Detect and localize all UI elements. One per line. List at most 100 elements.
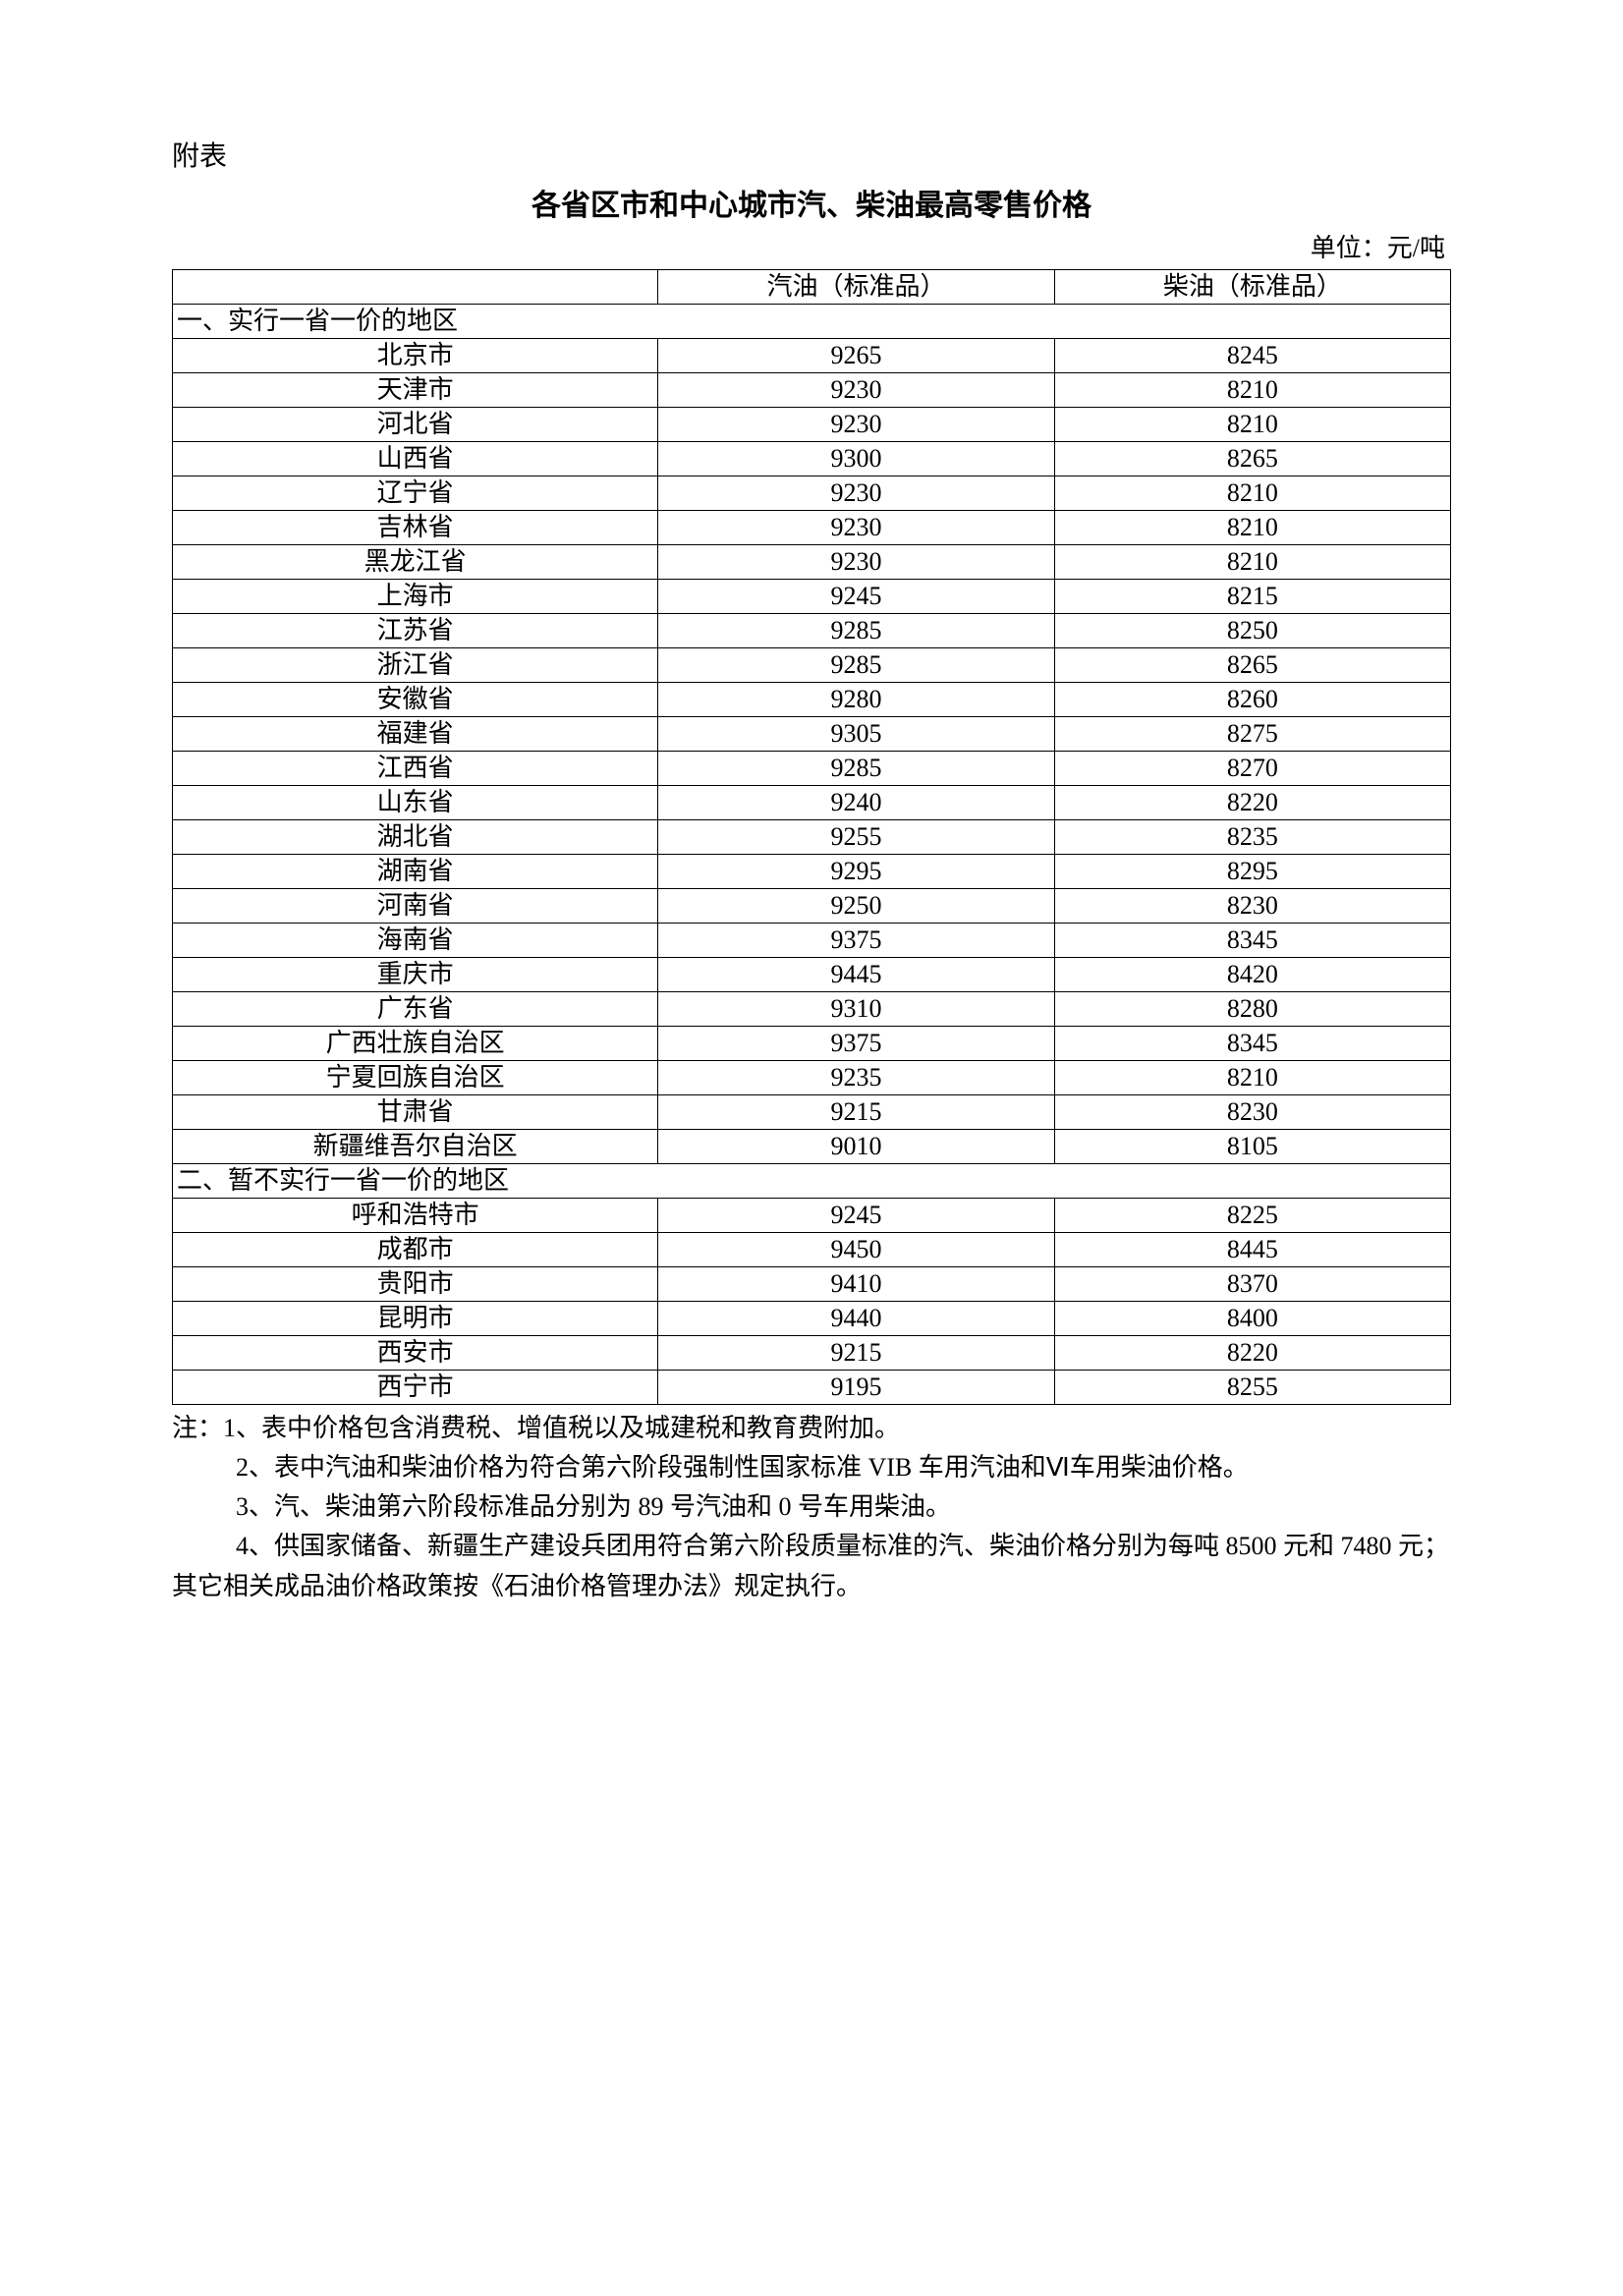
table-row: 海南省93758345	[173, 923, 1451, 957]
table-row: 湖南省92958295	[173, 854, 1451, 888]
table-row: 重庆市94458420	[173, 957, 1451, 991]
cell-diesel: 8260	[1054, 682, 1450, 716]
cell-diesel: 8445	[1054, 1232, 1450, 1266]
col-header-gasoline: 汽油（标准品）	[658, 269, 1054, 304]
cell-region: 贵阳市	[173, 1266, 658, 1301]
cell-region: 成都市	[173, 1232, 658, 1266]
table-row: 上海市92458215	[173, 579, 1451, 613]
cell-region: 福建省	[173, 716, 658, 751]
cell-diesel: 8295	[1054, 854, 1450, 888]
table-row: 山东省92408220	[173, 785, 1451, 819]
cell-diesel: 8275	[1054, 716, 1450, 751]
table-row: 甘肃省92158230	[173, 1094, 1451, 1129]
cell-diesel: 8280	[1054, 991, 1450, 1026]
cell-diesel: 8230	[1054, 888, 1450, 923]
cell-diesel: 8345	[1054, 1026, 1450, 1060]
cell-gasoline: 9255	[658, 819, 1054, 854]
table-row: 宁夏回族自治区92358210	[173, 1060, 1451, 1094]
cell-diesel: 8265	[1054, 441, 1450, 476]
cell-gasoline: 9445	[658, 957, 1054, 991]
cell-region: 黑龙江省	[173, 544, 658, 579]
cell-region: 呼和浩特市	[173, 1198, 658, 1232]
attachment-label: 附表	[172, 138, 1451, 176]
cell-diesel: 8210	[1054, 510, 1450, 544]
notes: 注：1、表中价格包含消费税、增值税以及城建税和教育费附加。2、表中汽油和柴油价格…	[172, 1409, 1451, 1606]
cell-region: 上海市	[173, 579, 658, 613]
cell-gasoline: 9280	[658, 682, 1054, 716]
cell-diesel: 8345	[1054, 923, 1450, 957]
cell-diesel: 8210	[1054, 544, 1450, 579]
table-row: 北京市92658245	[173, 338, 1451, 372]
cell-region: 河南省	[173, 888, 658, 923]
cell-region: 广东省	[173, 991, 658, 1026]
cell-region: 山西省	[173, 441, 658, 476]
table-row: 江苏省92858250	[173, 613, 1451, 647]
cell-region: 吉林省	[173, 510, 658, 544]
cell-region: 河北省	[173, 407, 658, 441]
cell-region: 江苏省	[173, 613, 658, 647]
table-row: 昆明市94408400	[173, 1301, 1451, 1335]
cell-diesel: 8265	[1054, 647, 1450, 682]
cell-gasoline: 9230	[658, 407, 1054, 441]
table-section-label: 二、暂不实行一省一价的地区	[173, 1163, 1451, 1198]
col-header-diesel: 柴油（标准品）	[1054, 269, 1450, 304]
cell-diesel: 8370	[1054, 1266, 1450, 1301]
table-row: 辽宁省92308210	[173, 476, 1451, 510]
table-row: 河南省92508230	[173, 888, 1451, 923]
table-row: 河北省92308210	[173, 407, 1451, 441]
cell-gasoline: 9215	[658, 1094, 1054, 1129]
cell-diesel: 8230	[1054, 1094, 1450, 1129]
cell-gasoline: 9285	[658, 613, 1054, 647]
cell-diesel: 8235	[1054, 819, 1450, 854]
cell-region: 昆明市	[173, 1301, 658, 1335]
cell-gasoline: 9375	[658, 1026, 1054, 1060]
cell-gasoline: 9245	[658, 579, 1054, 613]
table-row: 西安市92158220	[173, 1335, 1451, 1370]
cell-gasoline: 9230	[658, 510, 1054, 544]
cell-diesel: 8210	[1054, 476, 1450, 510]
table-row: 西宁市91958255	[173, 1370, 1451, 1404]
cell-region: 宁夏回族自治区	[173, 1060, 658, 1094]
table-row: 江西省92858270	[173, 751, 1451, 785]
cell-diesel: 8400	[1054, 1301, 1450, 1335]
cell-gasoline: 9285	[658, 647, 1054, 682]
table-row: 成都市94508445	[173, 1232, 1451, 1266]
cell-gasoline: 9230	[658, 544, 1054, 579]
note-line: 4、供国家储备、新疆生产建设兵团用符合第六阶段质量标准的汽、柴油价格分别为每吨 …	[172, 1527, 1451, 1606]
col-header-region	[173, 269, 658, 304]
cell-gasoline: 9300	[658, 441, 1054, 476]
cell-diesel: 8220	[1054, 1335, 1450, 1370]
cell-region: 海南省	[173, 923, 658, 957]
cell-gasoline: 9240	[658, 785, 1054, 819]
cell-diesel: 8215	[1054, 579, 1450, 613]
cell-diesel: 8250	[1054, 613, 1450, 647]
table-row: 新疆维吾尔自治区90108105	[173, 1129, 1451, 1163]
table-row: 贵阳市94108370	[173, 1266, 1451, 1301]
cell-region: 山东省	[173, 785, 658, 819]
table-header-row: 汽油（标准品） 柴油（标准品）	[173, 269, 1451, 304]
cell-diesel: 8255	[1054, 1370, 1450, 1404]
cell-gasoline: 9010	[658, 1129, 1054, 1163]
table-row: 湖北省92558235	[173, 819, 1451, 854]
table-section-label: 一、实行一省一价的地区	[173, 304, 1451, 338]
cell-gasoline: 9440	[658, 1301, 1054, 1335]
note-line: 3、汽、柴油第六阶段标准品分别为 89 号汽油和 0 号车用柴油。	[172, 1487, 1451, 1527]
cell-gasoline: 9245	[658, 1198, 1054, 1232]
cell-region: 江西省	[173, 751, 658, 785]
cell-gasoline: 9235	[658, 1060, 1054, 1094]
cell-region: 重庆市	[173, 957, 658, 991]
cell-gasoline: 9285	[658, 751, 1054, 785]
unit-label: 单位：元/吨	[172, 231, 1451, 266]
note-line: 注：1、表中价格包含消费税、增值税以及城建税和教育费附加。	[172, 1409, 1451, 1448]
table-body: 一、实行一省一价的地区北京市92658245天津市92308210河北省9230…	[173, 304, 1451, 1404]
table-row: 山西省93008265	[173, 441, 1451, 476]
cell-diesel: 8220	[1054, 785, 1450, 819]
table-row: 福建省93058275	[173, 716, 1451, 751]
cell-region: 广西壮族自治区	[173, 1026, 658, 1060]
table-row: 呼和浩特市92458225	[173, 1198, 1451, 1232]
cell-region: 安徽省	[173, 682, 658, 716]
cell-diesel: 8245	[1054, 338, 1450, 372]
cell-diesel: 8210	[1054, 407, 1450, 441]
cell-region: 新疆维吾尔自治区	[173, 1129, 658, 1163]
cell-diesel: 8420	[1054, 957, 1450, 991]
